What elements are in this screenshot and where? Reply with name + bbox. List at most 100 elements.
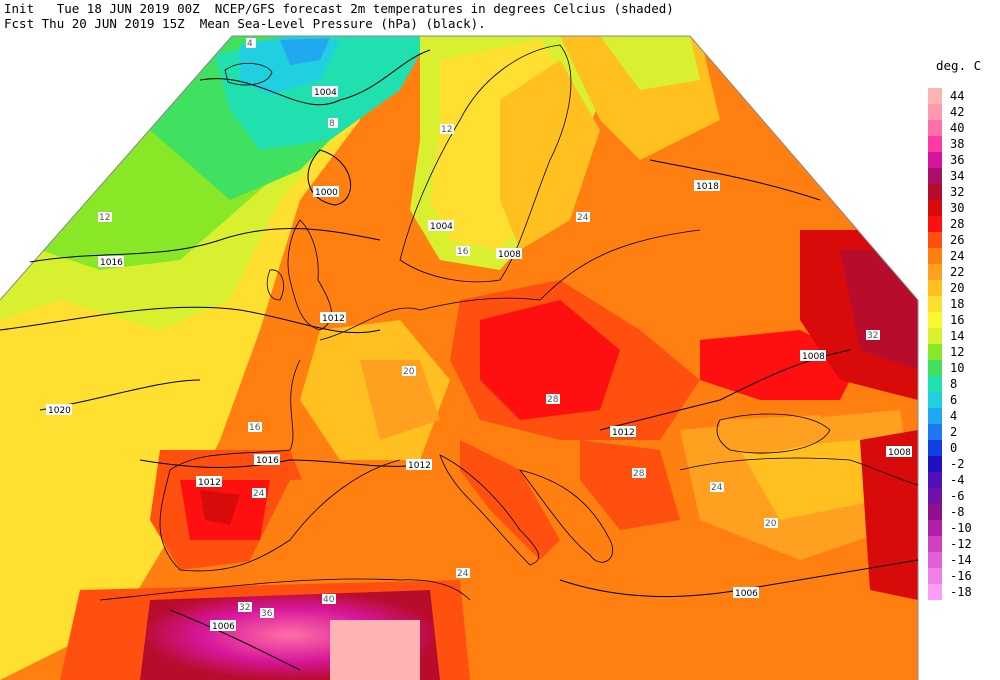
legend-swatch: [928, 504, 942, 520]
legend-label: 10: [950, 361, 965, 375]
fcst-label: Fcst: [4, 16, 35, 31]
legend-swatch: [928, 232, 942, 248]
legend-swatch: [928, 456, 942, 472]
legend-swatch: [928, 536, 942, 552]
legend-row: 12: [928, 344, 998, 360]
legend-label: 16: [950, 313, 965, 327]
legend-row: -2: [928, 456, 998, 472]
legend-row: -8: [928, 504, 998, 520]
temp-label: 24: [711, 483, 723, 493]
legend-swatch: [928, 328, 942, 344]
legend-label: 34: [950, 169, 965, 183]
legend-row: 34: [928, 168, 998, 184]
legend-label: -4: [950, 473, 965, 487]
legend-swatch: [928, 280, 942, 296]
legend-row: 36: [928, 152, 998, 168]
legend-swatch: [928, 568, 942, 584]
legend-label: 44: [950, 89, 965, 103]
legend-swatch: [928, 584, 942, 600]
legend-row: 32: [928, 184, 998, 200]
legend-label: 14: [950, 329, 965, 343]
temp-label: 8: [329, 119, 335, 129]
temp-label: 20: [403, 367, 415, 377]
isobar-label: 1004: [430, 222, 453, 232]
legend-row: 40: [928, 120, 998, 136]
header-line-1: Init Tue 18 JUN 2019 00Z NCEP/GFS foreca…: [4, 1, 674, 16]
legend-row: 10: [928, 360, 998, 376]
legend-swatch: [928, 184, 942, 200]
legend-row: -10: [928, 520, 998, 536]
temp-label: 24: [253, 489, 265, 499]
init-label: Init: [4, 1, 35, 16]
legend-label: -6: [950, 489, 965, 503]
legend-label: -8: [950, 505, 965, 519]
isobar-label: 1016: [256, 456, 279, 466]
legend-row: 16: [928, 312, 998, 328]
legend-label: 6: [950, 393, 958, 407]
legend-row: 44: [928, 88, 998, 104]
legend-label: 42: [950, 105, 965, 119]
legend-swatch: [928, 120, 942, 136]
legend-row: 20: [928, 280, 998, 296]
legend-row: 14: [928, 328, 998, 344]
legend-row: -6: [928, 488, 998, 504]
isobar-label: 1004: [314, 88, 337, 98]
legend-label: -2: [950, 457, 965, 471]
legend-label: -12: [950, 537, 972, 551]
isobar-label: 1012: [198, 478, 221, 488]
legend-label: 2: [950, 425, 958, 439]
isobar-label: 1008: [802, 352, 825, 362]
legend-row: 24: [928, 248, 998, 264]
legend-label: 32: [950, 185, 965, 199]
legend-label: 40: [950, 121, 965, 135]
legend-swatch: [928, 296, 942, 312]
temp-label: 32: [239, 603, 250, 613]
temp-label: 24: [577, 213, 589, 223]
legend-swatch: [928, 360, 942, 376]
legend-label: -16: [950, 569, 972, 583]
legend-swatch: [928, 136, 942, 152]
legend-row: 30: [928, 200, 998, 216]
legend-row: 28: [928, 216, 998, 232]
legend-row: 0: [928, 440, 998, 456]
legend-swatch: [928, 424, 942, 440]
temp-label: 28: [633, 469, 645, 479]
legend-swatch: [928, 264, 942, 280]
legend-label: 36: [950, 153, 965, 167]
temp-label: 24: [457, 569, 469, 579]
isobar-label: 1012: [322, 314, 345, 324]
legend-label: 0: [950, 441, 958, 455]
init-time: Tue 18 JUN 2019 00Z: [56, 1, 200, 16]
temp-label: 20: [765, 519, 777, 529]
isobar-label: 1008: [888, 448, 911, 458]
legend-row: 38: [928, 136, 998, 152]
legend-swatch: [928, 344, 942, 360]
legend-swatch: [928, 552, 942, 568]
legend-label: 18: [950, 297, 965, 311]
temp-label: 12: [441, 125, 452, 135]
legend-row: 42: [928, 104, 998, 120]
legend-swatch: [928, 200, 942, 216]
legend-row: 18: [928, 296, 998, 312]
temp-label: 16: [457, 247, 469, 257]
legend-swatch: [928, 312, 942, 328]
legend-label: 22: [950, 265, 965, 279]
isobar-label: 1012: [612, 428, 635, 438]
legend-swatch: [928, 216, 942, 232]
legend-row: 26: [928, 232, 998, 248]
temp-label: 12: [99, 213, 110, 223]
chart-title-line-1: NCEP/GFS forecast 2m temperatures in deg…: [214, 1, 674, 16]
legend-label: -10: [950, 521, 972, 535]
legend-label: -14: [950, 553, 972, 567]
legend-label: 20: [950, 281, 965, 295]
legend-swatch: [928, 248, 942, 264]
legend-row: 8: [928, 376, 998, 392]
legend-swatch: [928, 440, 942, 456]
legend-swatch: [928, 488, 942, 504]
temp-label: 40: [323, 595, 335, 605]
legend-row: -4: [928, 472, 998, 488]
chart-title-line-2: Mean Sea-Level Pressure (hPa) (black).: [199, 16, 486, 31]
legend-row: 2: [928, 424, 998, 440]
temp-label: 36: [261, 609, 273, 619]
legend-unit: deg. C: [936, 58, 982, 73]
